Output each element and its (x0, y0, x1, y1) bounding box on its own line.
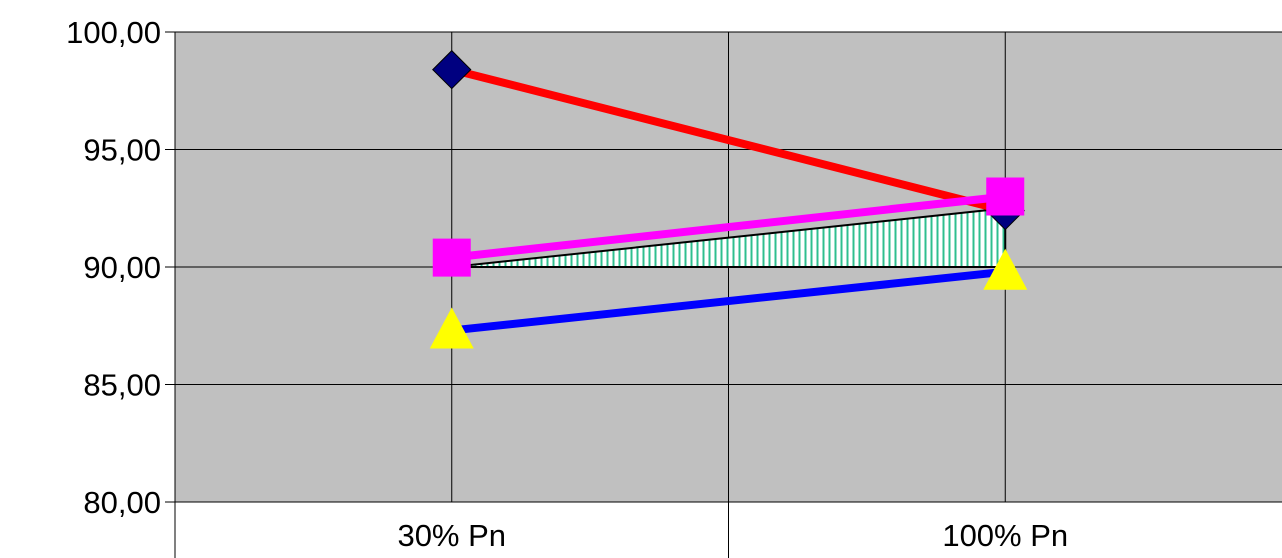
series-1-point-1 (986, 178, 1024, 216)
y-tick-label-3: 95,00 (83, 133, 161, 168)
x-tick-label-0: 30% Pn (397, 518, 506, 553)
y-tick-label-2: 90,00 (83, 250, 161, 285)
y-tick-label-4: 100,00 (66, 15, 161, 50)
x-tick-label-1: 100% Pn (942, 518, 1068, 553)
y-tick-label-1: 85,00 (83, 368, 161, 403)
series-1-point-0 (433, 239, 471, 277)
y-tick-label-0: 80,00 (83, 485, 161, 520)
